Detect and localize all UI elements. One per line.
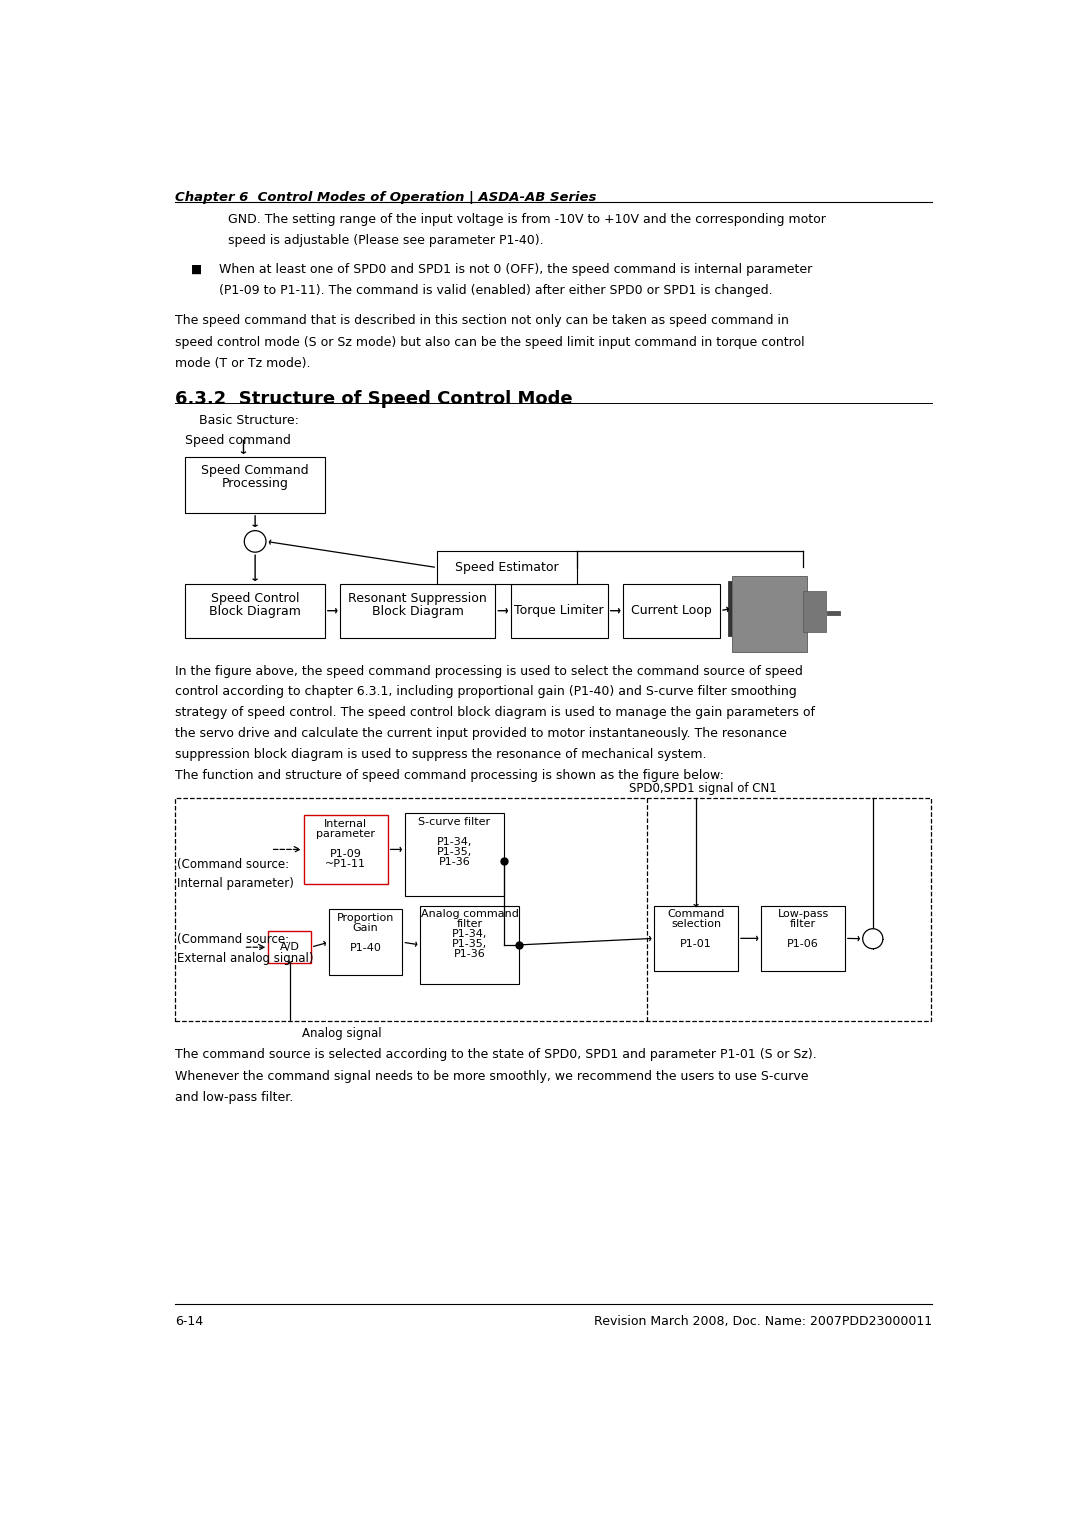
Text: 6.3.2  Structure of Speed Control Mode: 6.3.2 Structure of Speed Control Mode [175, 390, 572, 408]
Bar [328, 909, 403, 975]
Text: Proportion
Gain

P1-40: Proportion Gain P1-40 [337, 914, 394, 953]
Text: Revision March 2008, Doc. Name: 2007PDD23000011: Revision March 2008, Doc. Name: 2007PDD2… [594, 1316, 932, 1328]
Bar [268, 931, 311, 963]
Text: (P1-09 to P1-11). The command is valid (enabled) after either SPD0 or SPD1 is ch: (P1-09 to P1-11). The command is valid (… [218, 284, 772, 298]
Text: The command source is selected according to the state of SPD0, SPD1 and paramete: The command source is selected according… [175, 1048, 818, 1060]
Text: Internal parameter): Internal parameter) [177, 877, 294, 891]
Text: 6-14: 6-14 [175, 1316, 203, 1328]
Text: Speed Estimator: Speed Estimator [455, 561, 558, 575]
Bar [511, 584, 608, 637]
Text: Resonant Suppression
Block Diagram: Resonant Suppression Block Diagram [349, 591, 487, 617]
Bar [654, 906, 738, 972]
Text: (Command source:: (Command source: [177, 857, 289, 871]
Text: A/D: A/D [280, 943, 299, 952]
Text: Command
selection

P1-01: Command selection P1-01 [667, 909, 725, 949]
Text: speed control mode (S or Sz mode) but also can be the speed limit input command : speed control mode (S or Sz mode) but al… [175, 336, 805, 348]
Text: S-curve filter

P1-34,
P1-35,
P1-36: S-curve filter P1-34, P1-35, P1-36 [418, 817, 490, 866]
Bar [804, 591, 825, 633]
Text: The function and structure of speed command processing is shown as the figure be: The function and structure of speed comm… [175, 769, 725, 782]
Text: (Command source:: (Command source: [177, 932, 289, 946]
Text: External analog signal): External analog signal) [177, 952, 313, 964]
Circle shape [863, 929, 882, 949]
Text: In the figure above, the speed command processing is used to select the command : In the figure above, the speed command p… [175, 665, 804, 677]
Bar [761, 906, 845, 972]
Text: Speed command: Speed command [186, 434, 292, 446]
Text: Analog command
filter
P1-34,
P1-35,
P1-36: Analog command filter P1-34, P1-35, P1-3… [421, 909, 518, 960]
Text: suppression block diagram is used to suppress the resonance of mechanical system: suppression block diagram is used to sup… [175, 747, 706, 761]
Bar [728, 581, 783, 636]
Text: Basic Structure:: Basic Structure: [199, 414, 298, 428]
Text: mode (T or Tz mode).: mode (T or Tz mode). [175, 358, 311, 370]
Text: Speed Command
Processing: Speed Command Processing [201, 465, 309, 490]
Text: the servo drive and calculate the current input provided to motor instantaneousl: the servo drive and calculate the curren… [175, 727, 787, 740]
Bar [420, 906, 519, 984]
Bar [340, 584, 496, 637]
Bar [623, 584, 720, 637]
Text: The speed command that is described in this section not only can be taken as spe: The speed command that is described in t… [175, 315, 789, 327]
Text: SPD0,SPD1 signal of CN1: SPD0,SPD1 signal of CN1 [630, 782, 778, 796]
Bar [303, 814, 388, 885]
Text: Chapter 6  Control Modes of Operation | ASDA-AB Series: Chapter 6 Control Modes of Operation | A… [175, 191, 596, 205]
Text: Speed Control
Block Diagram: Speed Control Block Diagram [210, 591, 301, 617]
Text: Low-pass
filter

P1-06: Low-pass filter P1-06 [778, 909, 828, 949]
Bar [186, 584, 325, 637]
Bar [186, 457, 325, 513]
Text: and low-pass filter.: and low-pass filter. [175, 1091, 294, 1105]
Text: When at least one of SPD0 and SPD1 is not 0 (OFF), the speed command is internal: When at least one of SPD0 and SPD1 is no… [218, 263, 812, 275]
Text: speed is adjustable (Please see parameter P1-40).: speed is adjustable (Please see paramete… [228, 234, 543, 248]
Bar [732, 576, 808, 651]
Text: Current Loop: Current Loop [632, 604, 712, 617]
Bar [405, 813, 504, 897]
Text: Analog signal: Analog signal [301, 1027, 381, 1039]
Text: GND. The setting range of the input voltage is from -10V to +10V and the corresp: GND. The setting range of the input volt… [228, 212, 826, 226]
Text: Whenever the command signal needs to be more smoothly, we recommend the users to: Whenever the command signal needs to be … [175, 1070, 809, 1083]
Text: control according to chapter 6.3.1, including proportional gain (P1-40) and S-cu: control according to chapter 6.3.1, incl… [175, 686, 797, 698]
Text: Internal
parameter

P1-09
~P1-11: Internal parameter P1-09 ~P1-11 [316, 819, 376, 868]
Bar [175, 798, 931, 1021]
Circle shape [244, 530, 266, 552]
Text: ■: ■ [191, 263, 202, 275]
Text: strategy of speed control. The speed control block diagram is used to manage the: strategy of speed control. The speed con… [175, 706, 815, 720]
Text: Torque Limiter: Torque Limiter [514, 604, 604, 617]
Bar [437, 552, 577, 584]
